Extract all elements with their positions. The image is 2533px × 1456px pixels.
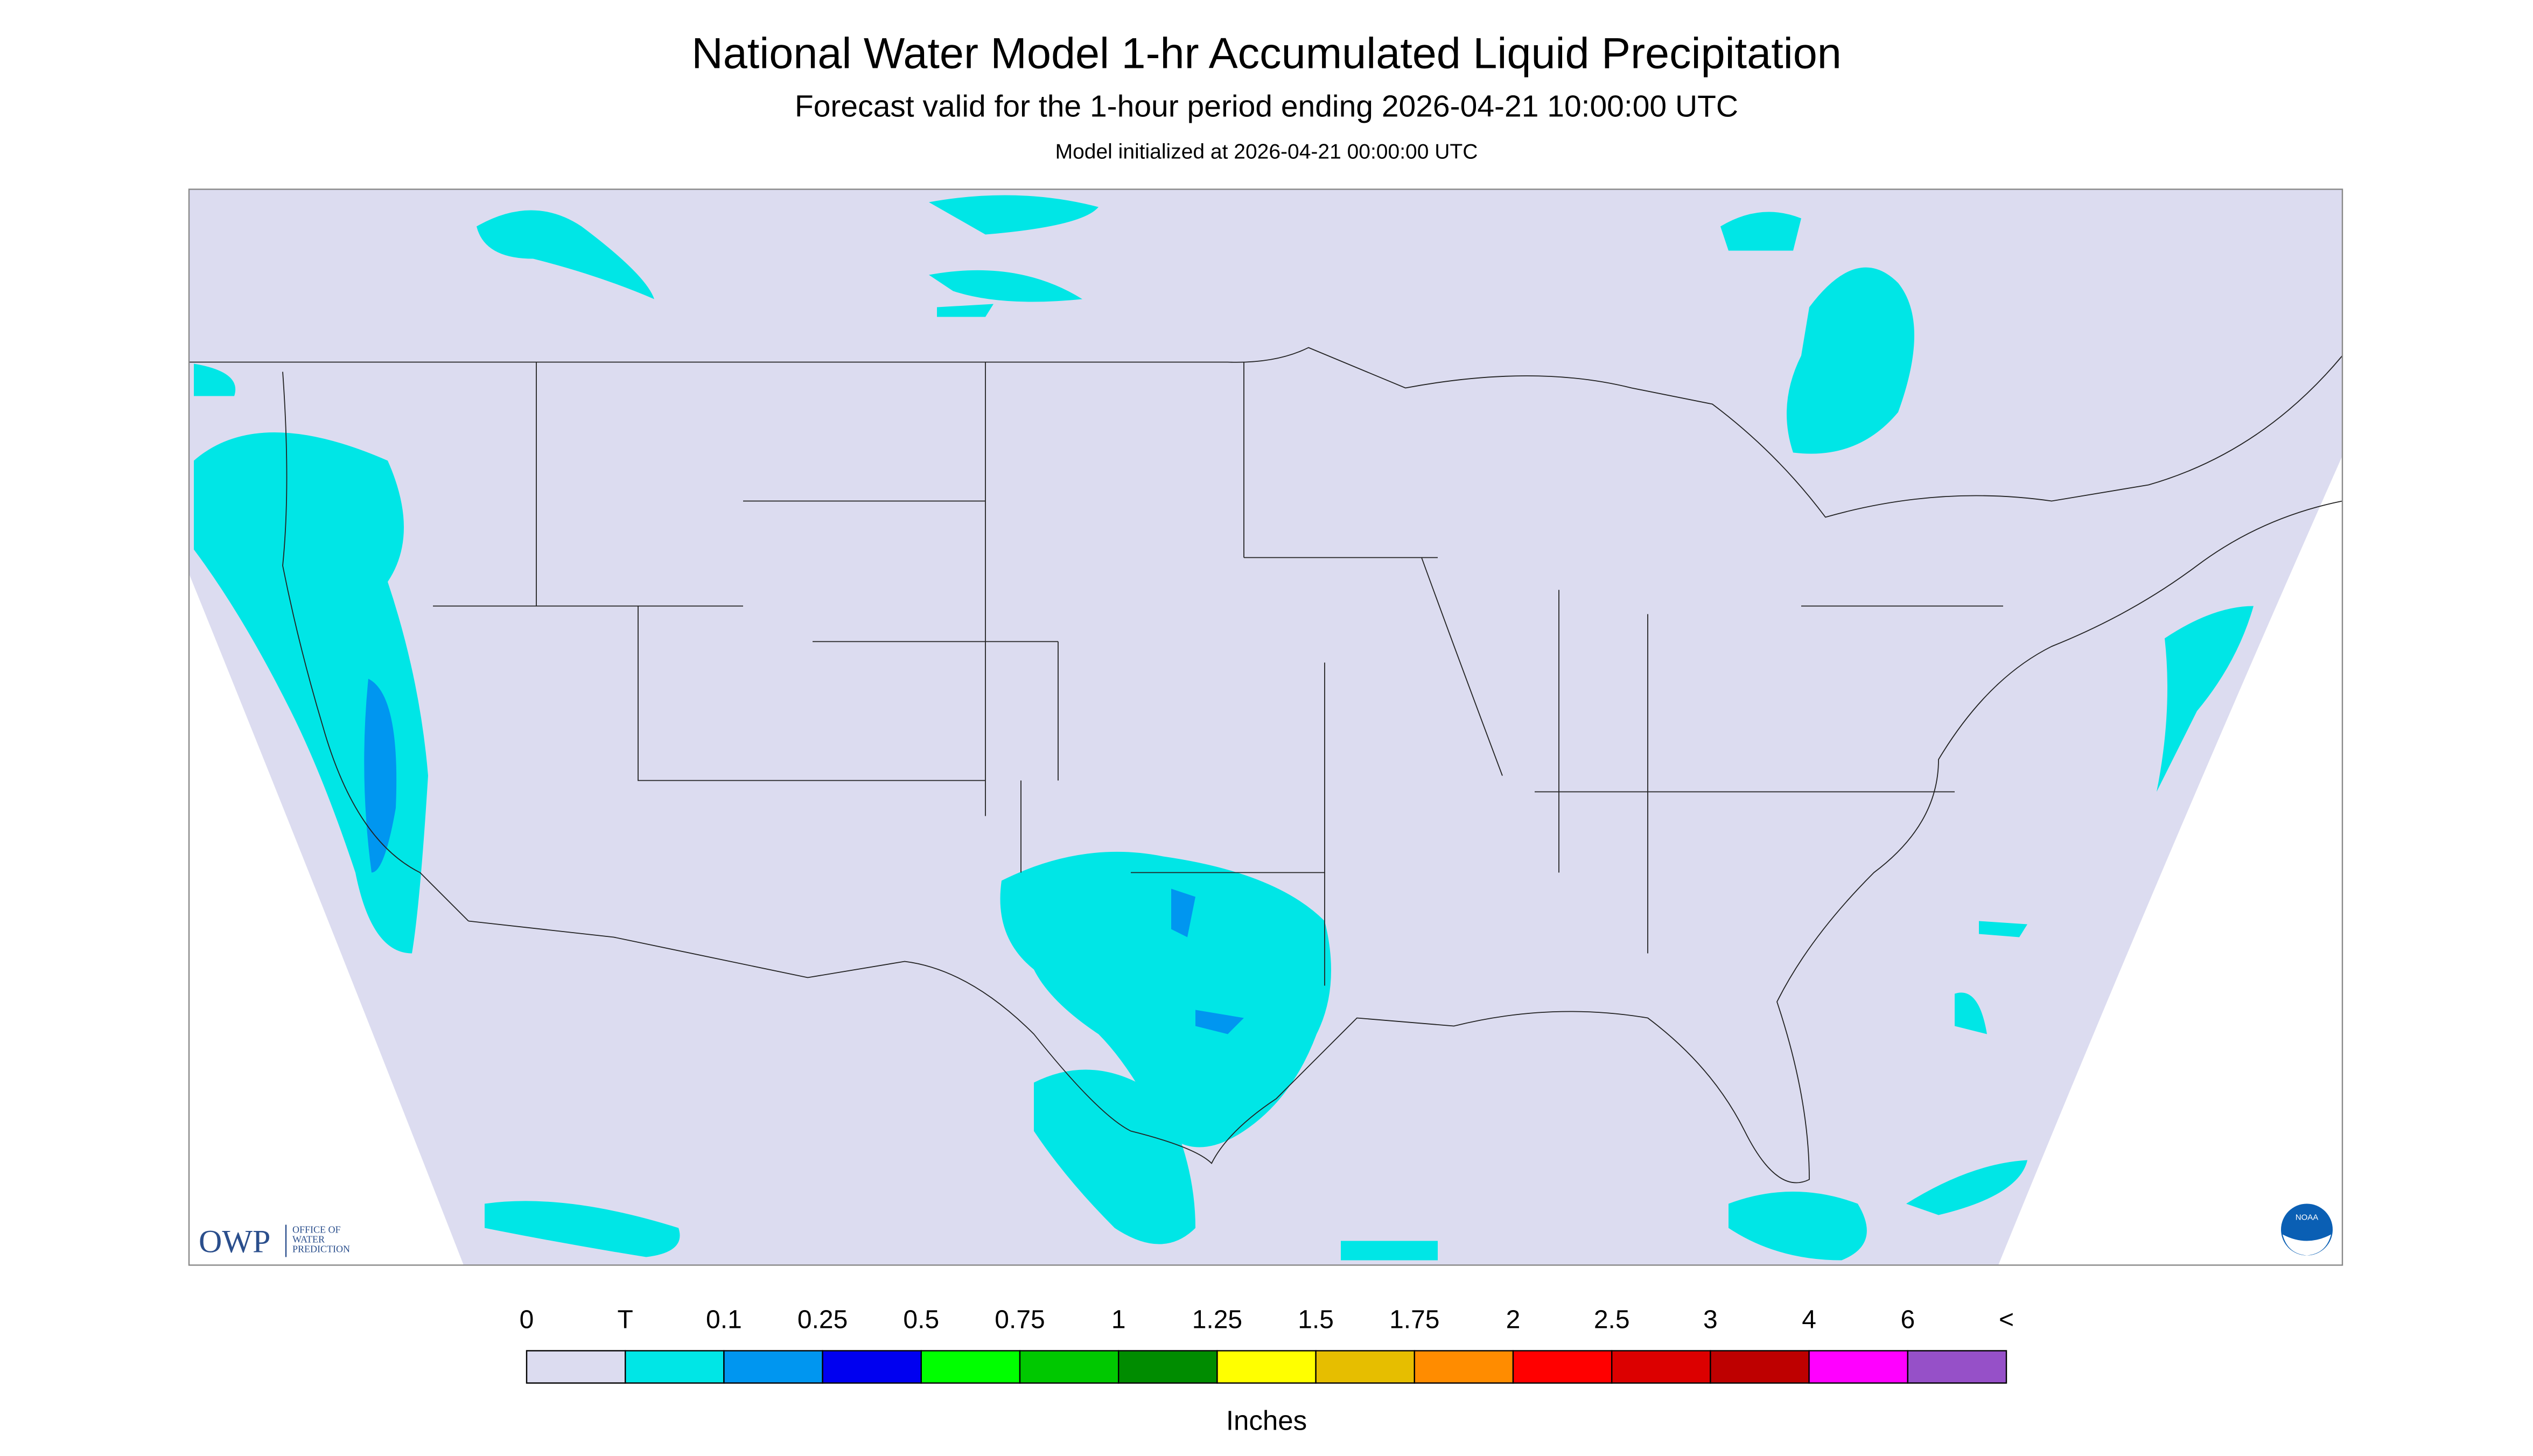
colorbar-box	[822, 1350, 922, 1384]
precip-south	[485, 1201, 1438, 1261]
colorbar-label: 1.5	[1298, 1306, 1334, 1334]
colorbar-box	[526, 1350, 626, 1384]
colorbar-label: 0.1	[706, 1306, 742, 1334]
colorbar-label: 1.25	[1192, 1306, 1242, 1334]
colorbar-label: T	[618, 1306, 633, 1334]
precip-atlantic	[1906, 1160, 2027, 1215]
precip-west-2	[194, 363, 236, 396]
colorbar-label: 2.5	[1594, 1306, 1630, 1334]
precip-ocean	[1955, 921, 2027, 1034]
precip-northeast	[2157, 606, 2254, 792]
colorbar-units: Inches	[1226, 1405, 1307, 1436]
precip-mexico	[1034, 1069, 1195, 1244]
us-coast-border	[468, 500, 2343, 1184]
owp-text-line: WATER	[292, 1234, 325, 1245]
init-note: Model initialized at 2026-04-21 00:00:00…	[1055, 141, 1478, 164]
colorbar: 0 T 0.1 0.25 0.5 0.75 1 1.25 1.5 1.75 2 2.5 3 4 6 <	[520, 1306, 2014, 1384]
colorbar-label: 6	[1900, 1306, 1915, 1334]
noaa-wave	[2283, 1234, 2331, 1256]
colorbar-box	[1315, 1350, 1415, 1384]
colorbar-box	[1216, 1350, 1317, 1384]
colorbar-label: 0.5	[903, 1306, 939, 1334]
colorbar-box	[920, 1350, 1021, 1384]
noaa-label: NOAA	[2296, 1213, 2319, 1222]
state-lines	[433, 362, 2003, 986]
colorbar-box	[1414, 1350, 1514, 1384]
precip-canada	[477, 210, 654, 299]
model-domain	[189, 189, 2342, 1265]
subtitle: Forecast valid for the 1-hour period end…	[795, 89, 1738, 124]
map-frame	[188, 188, 2343, 1266]
colorbar-box	[625, 1350, 725, 1384]
colorbar-label: 0.75	[995, 1306, 1045, 1334]
colorbar-label: 4	[1802, 1306, 1816, 1334]
title: National Water Model 1-hr Accumulated Li…	[691, 30, 1842, 78]
colorbar-box	[1808, 1350, 1909, 1384]
colorbar-label: <	[1999, 1306, 2014, 1334]
precip-texas	[1000, 851, 1331, 1147]
colorbar-box	[1019, 1350, 1119, 1384]
colorbar-label: 1	[1111, 1306, 1126, 1334]
precip-ontario	[1720, 212, 1914, 454]
colorbar-label: 1.75	[1389, 1306, 1439, 1334]
colorbar-box	[1118, 1350, 1218, 1384]
precip-texas-heavy	[1171, 888, 1244, 1034]
colorbar-label: 0	[520, 1306, 534, 1334]
precip-sierra	[364, 678, 397, 873]
colorbar-box	[723, 1350, 823, 1384]
borders	[189, 347, 2343, 1184]
colorbar-box	[1710, 1350, 1810, 1384]
us-canada-border	[189, 347, 2343, 518]
owp-text-line: PREDICTION	[292, 1244, 350, 1255]
precip-florida	[1729, 1192, 1867, 1261]
colorbar-label: 2	[1506, 1306, 1521, 1334]
colorbar-box	[1512, 1350, 1613, 1384]
colorbar-box	[1907, 1350, 2007, 1384]
owp-text-line: OFFICE OF	[292, 1224, 341, 1235]
owp-logo: OWP	[199, 1224, 270, 1259]
precip-heavier	[364, 678, 1244, 1034]
colorbar-label: 0.25	[797, 1306, 848, 1334]
colorbar-label: 3	[1703, 1306, 1718, 1334]
precip-prairie	[929, 195, 1098, 317]
west-coast	[282, 372, 469, 922]
colorbar-box	[1611, 1350, 1711, 1384]
